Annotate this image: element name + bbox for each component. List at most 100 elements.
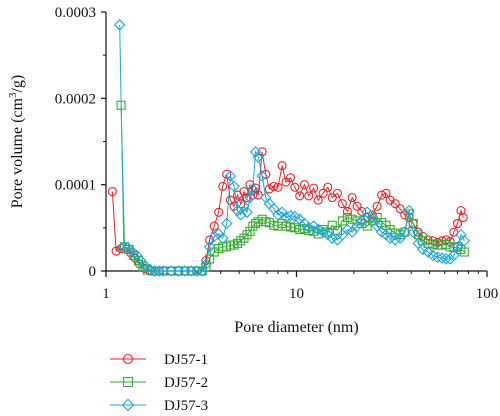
data-point bbox=[256, 170, 268, 182]
data-point bbox=[203, 241, 216, 253]
data-point bbox=[157, 265, 170, 277]
series-dj57-3 bbox=[113, 19, 471, 277]
legend-label: DJ57-1 bbox=[164, 352, 208, 368]
data-point bbox=[214, 207, 224, 217]
data-point bbox=[362, 221, 372, 231]
data-point bbox=[252, 151, 265, 163]
data-point bbox=[222, 169, 232, 179]
data-point bbox=[347, 214, 357, 224]
data-point bbox=[264, 184, 274, 194]
data-point bbox=[276, 206, 288, 219]
data-point bbox=[352, 201, 362, 211]
data-point bbox=[342, 206, 352, 216]
data-point bbox=[440, 253, 452, 265]
series-line bbox=[119, 24, 465, 272]
data-point bbox=[381, 188, 391, 198]
data-point bbox=[242, 193, 252, 203]
data-point bbox=[218, 181, 228, 191]
data-point bbox=[458, 212, 468, 223]
data-point bbox=[209, 221, 219, 231]
data-point bbox=[452, 218, 463, 229]
data-point bbox=[216, 232, 229, 244]
y-axis-title-sup: 3 bbox=[7, 92, 19, 98]
data-point bbox=[332, 188, 342, 198]
data-point bbox=[347, 193, 357, 203]
data-point bbox=[130, 249, 143, 262]
data-point bbox=[312, 223, 324, 236]
x-tick-label: 1 bbox=[102, 286, 110, 302]
data-point bbox=[185, 265, 197, 277]
data-point bbox=[236, 236, 246, 246]
data-point bbox=[377, 190, 387, 200]
data-point bbox=[458, 235, 471, 247]
data-point bbox=[295, 191, 305, 201]
data-point bbox=[299, 180, 309, 190]
data-point bbox=[366, 211, 379, 224]
data-point bbox=[280, 211, 292, 224]
data-point bbox=[372, 201, 382, 211]
data-point bbox=[153, 265, 165, 277]
data-point bbox=[122, 376, 134, 388]
data-point bbox=[269, 181, 279, 191]
legend: DJ57-1 DJ57-2 DJ57-3 bbox=[110, 352, 208, 414]
data-point bbox=[245, 226, 255, 236]
y-axis-title-after: /g) bbox=[9, 75, 26, 93]
legend-item: DJ57-3 bbox=[110, 398, 208, 414]
data-point bbox=[304, 191, 314, 201]
data-point bbox=[448, 249, 460, 262]
y-tick-label: 0.0001 bbox=[55, 178, 96, 194]
y-axis-title-before: Pore volume (cm bbox=[9, 97, 26, 208]
data-point bbox=[285, 173, 296, 183]
data-point bbox=[139, 260, 151, 272]
data-point bbox=[416, 243, 429, 256]
data-point bbox=[357, 218, 367, 229]
x-tick-label: 10 bbox=[289, 286, 304, 302]
data-point bbox=[272, 209, 284, 221]
data-point bbox=[238, 200, 250, 213]
data-point bbox=[290, 223, 300, 233]
data-point bbox=[313, 195, 323, 205]
data-point bbox=[395, 230, 405, 240]
series-line bbox=[111, 151, 464, 272]
data-point bbox=[107, 187, 117, 197]
data-point bbox=[122, 353, 134, 365]
data-point bbox=[355, 215, 368, 227]
data-point bbox=[342, 212, 352, 223]
data-point bbox=[208, 230, 221, 243]
data-point bbox=[249, 146, 262, 158]
data-point bbox=[289, 210, 301, 223]
data-point bbox=[247, 183, 259, 195]
data-point bbox=[327, 220, 337, 230]
data-point bbox=[422, 246, 434, 258]
data-point bbox=[428, 239, 438, 249]
data-point bbox=[290, 182, 300, 192]
data-point bbox=[323, 182, 333, 192]
series-dj57-2 bbox=[116, 100, 469, 276]
x-axis-title: Pore diameter (nm) bbox=[234, 319, 358, 336]
y-axis-title: Pore volume (cm3/g) bbox=[7, 75, 26, 208]
data-point bbox=[113, 19, 126, 31]
y-tick-label: 0.0003 bbox=[55, 5, 96, 21]
data-point bbox=[431, 251, 444, 263]
data-point bbox=[444, 253, 456, 265]
data-point bbox=[241, 206, 253, 219]
data-point bbox=[200, 258, 212, 270]
series-layer bbox=[107, 19, 471, 277]
data-point bbox=[337, 199, 347, 209]
data-point bbox=[389, 234, 402, 246]
data-point bbox=[228, 180, 240, 193]
data-point bbox=[322, 228, 334, 241]
data-point bbox=[390, 228, 400, 238]
y-tick-label: 0 bbox=[89, 264, 97, 280]
data-point bbox=[436, 252, 448, 264]
data-point bbox=[121, 398, 135, 412]
data-point bbox=[451, 241, 464, 253]
data-point bbox=[395, 204, 405, 214]
data-point bbox=[459, 247, 469, 257]
legend-label: DJ57-3 bbox=[164, 398, 208, 414]
data-point bbox=[244, 191, 256, 204]
data-point bbox=[148, 265, 161, 277]
data-point bbox=[232, 238, 243, 248]
data-point bbox=[118, 241, 130, 253]
series-line bbox=[120, 105, 465, 272]
